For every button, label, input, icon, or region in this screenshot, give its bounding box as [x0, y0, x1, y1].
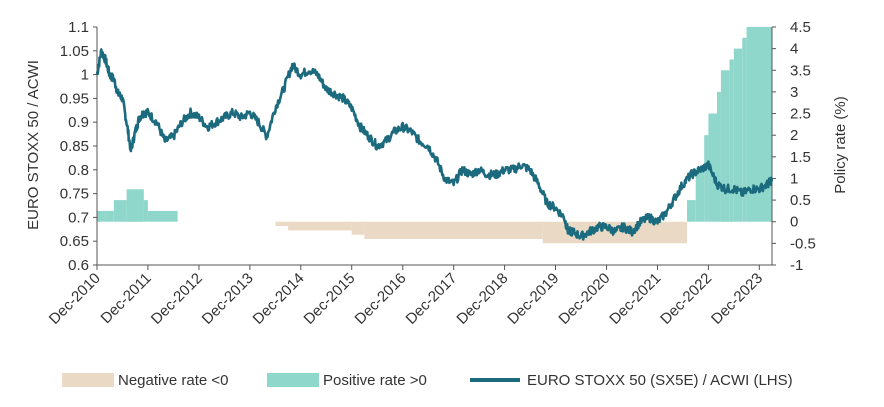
right-tick-label: 3	[790, 84, 798, 101]
left-tick-label: 0.6	[68, 257, 89, 274]
rate-step-0-2	[113, 200, 127, 222]
right-tick-label: 4	[790, 41, 798, 58]
right-tick-label: 0	[790, 214, 798, 231]
rate-step-0-7	[687, 200, 696, 222]
ratio-line	[95, 48, 774, 241]
right-axis-title: Policy rate (%)	[832, 96, 849, 194]
left-tick-label: 0.8	[68, 162, 89, 179]
rate-areas	[97, 27, 772, 244]
left-tick-label: 0.65	[60, 233, 89, 250]
rate-step-1-3	[364, 221, 543, 239]
left-tick-label: 0.7	[68, 209, 89, 226]
legend-label-positive: Positive rate >0	[323, 372, 427, 389]
left-tick-label: 1.1	[68, 19, 89, 36]
x-tick-label: Dec-2016	[352, 270, 410, 328]
legend: Negative rate <0 Positive rate >0 EURO S…	[62, 372, 793, 389]
x-tick-label: Dec-2023	[708, 270, 766, 328]
left-tick-label: 1	[81, 67, 89, 84]
rate-step-0-10	[708, 113, 717, 222]
x-tick-label: Dec-2015	[301, 270, 359, 328]
rate-step-0-14	[733, 48, 743, 222]
right-tick-label: 2	[790, 127, 798, 144]
rate-step-0-13	[729, 59, 734, 222]
right-axis-ticks: 4.5 4 3.5 3 2.5 2 1.5 1 0.5 0 -0.5 -1	[772, 19, 816, 274]
rate-step-0-0	[97, 210, 106, 222]
x-tick-label: Dec-2010	[46, 270, 104, 328]
x-tick-label: Dec-2011	[97, 270, 154, 327]
x-tick-label: Dec-2021	[606, 270, 664, 328]
left-axis-ticks: 1.1 1.05 1 0.95 0.9 0.85 0.8 0.75 0.7 0.65 0.6	[60, 19, 97, 274]
x-tick-label: Dec-2013	[199, 270, 257, 328]
rate-step-0-8	[695, 167, 705, 222]
rate-step-1-0	[275, 221, 289, 226]
left-tick-label: 0.85	[60, 138, 89, 155]
legend-label-negative: Negative rate <0	[118, 372, 229, 389]
rate-step-0-3	[126, 189, 144, 222]
legend-swatch-negative	[62, 373, 114, 387]
right-tick-label: -1	[790, 257, 803, 274]
x-tick-label: Dec-2012	[148, 270, 206, 328]
x-tick-label: Dec-2017	[403, 270, 461, 328]
right-tick-label: 1.5	[790, 149, 811, 166]
rate-step-0-1	[105, 210, 114, 222]
rate-step-0-9	[704, 135, 709, 222]
rate-step-0-12	[720, 70, 730, 222]
left-tick-label: 0.95	[60, 90, 89, 107]
left-tick-label: 0.9	[68, 114, 89, 131]
legend-label-line: EURO STOXX 50 (SX5E) / ACWI (LHS)	[527, 372, 793, 389]
rate-step-1-1	[288, 221, 352, 231]
left-tick-label: 0.75	[60, 186, 89, 203]
x-tick-label: Dec-2018	[453, 270, 511, 328]
right-tick-label: 4.5	[790, 19, 811, 36]
x-tick-label: Dec-2020	[555, 270, 613, 328]
x-tick-label: Dec-2019	[504, 270, 562, 328]
rate-step-0-4	[143, 200, 148, 222]
x-tick-label: Dec-2014	[250, 270, 308, 328]
right-tick-label: 0.5	[790, 192, 811, 209]
right-tick-label: 3.5	[790, 62, 811, 79]
rate-step-1-2	[351, 221, 365, 235]
x-tick-label: Dec-2022	[657, 270, 715, 328]
rate-step-0-15	[742, 37, 747, 222]
rate-step-0-11	[717, 91, 721, 222]
rate-step-0-5	[147, 210, 178, 222]
left-tick-label: 1.05	[60, 43, 89, 60]
ratio-series	[95, 48, 774, 241]
right-tick-label: 1	[790, 170, 798, 187]
legend-swatch-positive	[267, 373, 319, 387]
x-axis-ticks: Dec-2010Dec-2011Dec-2012Dec-2013Dec-2014…	[46, 265, 766, 328]
right-tick-label: -0.5	[790, 235, 816, 252]
left-axis-title: EURO STOXX 50 / ACWI	[25, 60, 42, 230]
right-tick-label: 2.5	[790, 106, 811, 123]
